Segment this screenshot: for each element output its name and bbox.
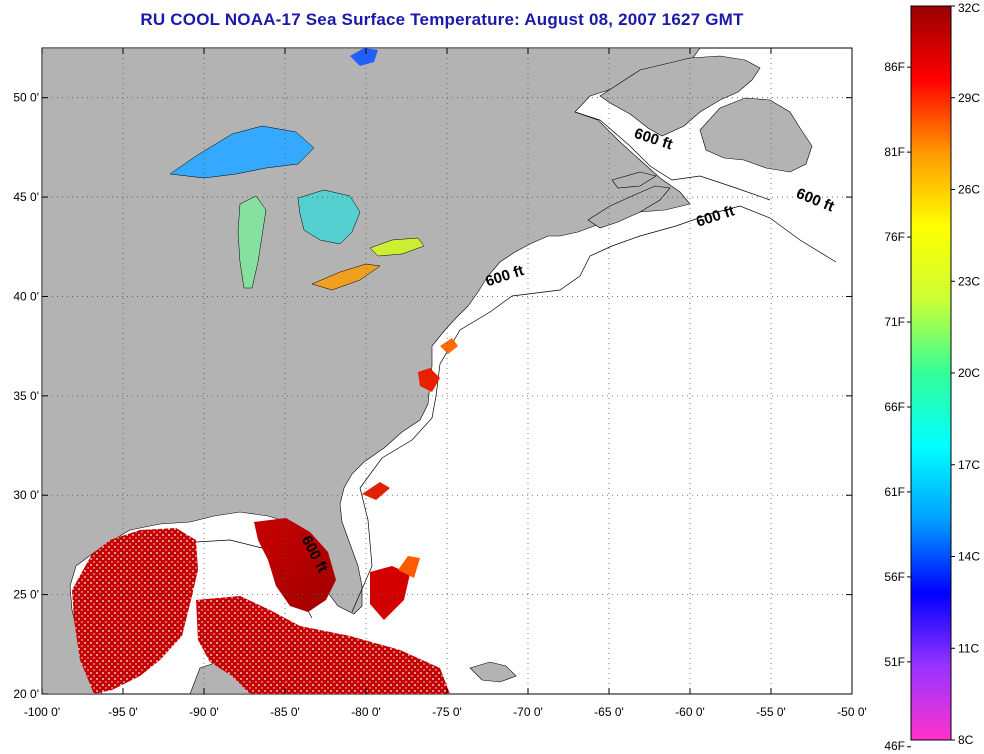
sst-caribbean bbox=[196, 596, 450, 694]
lake-ontario bbox=[369, 237, 425, 257]
sst-florida-straits bbox=[398, 556, 420, 578]
sst-chesapeake bbox=[418, 368, 440, 392]
x-tick-label: -90 0' bbox=[189, 705, 219, 719]
land-newfoundland bbox=[699, 97, 813, 173]
sst-gulf-west bbox=[72, 528, 198, 694]
y-tick-label: 35 0' bbox=[13, 389, 39, 403]
sst-bahamas bbox=[370, 566, 410, 620]
map-title: RU COOL NOAA-17 Sea Surface Temperature:… bbox=[140, 10, 744, 29]
x-tick-label: -55 0' bbox=[756, 705, 786, 719]
lake-michigan bbox=[237, 195, 267, 289]
x-tick-label: -60 0' bbox=[675, 705, 705, 719]
land-pei bbox=[611, 171, 657, 189]
x-tick-label: -85 0' bbox=[270, 705, 300, 719]
y-tick-label: 25 0' bbox=[13, 588, 39, 602]
lake-superior bbox=[169, 125, 315, 179]
y-tick-label: 45 0' bbox=[13, 190, 39, 204]
land-nova-scotia bbox=[587, 185, 671, 229]
lake-huron bbox=[297, 189, 361, 245]
land-maritimes bbox=[599, 55, 761, 137]
y-tick-label: 50 0' bbox=[13, 91, 39, 105]
sst-gulfstream bbox=[362, 482, 390, 500]
x-tick-label: -100 0' bbox=[24, 705, 60, 719]
y-tick-label: 40 0' bbox=[13, 289, 39, 303]
x-tick-label: -70 0' bbox=[513, 705, 543, 719]
land-north-america bbox=[42, 48, 701, 694]
sst-gulf-east bbox=[254, 518, 336, 612]
axis-ticks: -100 0' -95 0' -90 0' -85 0' -80 0' -75 0' -70… bbox=[13, 48, 867, 719]
x-tick-label: -65 0' bbox=[594, 705, 624, 719]
isobath-line-north bbox=[574, 111, 771, 201]
x-tick-label: -80 0' bbox=[351, 705, 381, 719]
isobath-line bbox=[351, 205, 837, 613]
hudson-bay-patch bbox=[350, 48, 378, 66]
x-tick-label: -95 0' bbox=[108, 705, 138, 719]
x-tick-label: -50 0' bbox=[837, 705, 867, 719]
land-hispaniola bbox=[469, 661, 517, 683]
lake-erie bbox=[311, 263, 381, 291]
y-tick-label: 20 0' bbox=[13, 687, 39, 701]
graticule bbox=[42, 48, 852, 694]
x-tick-label: -75 0' bbox=[432, 705, 462, 719]
sst-delmarva bbox=[440, 338, 458, 354]
y-tick-label: 30 0' bbox=[13, 488, 39, 502]
